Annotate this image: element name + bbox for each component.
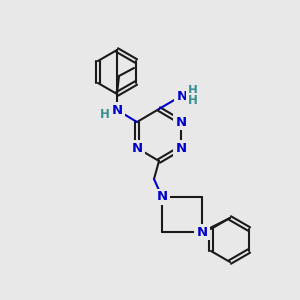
Text: N: N [176,142,187,154]
Text: H: H [188,94,198,107]
Text: N: N [176,89,188,103]
Text: N: N [131,142,142,154]
Text: N: N [111,103,123,116]
Text: N: N [196,226,208,238]
Text: H: H [188,85,198,98]
Text: H: H [100,109,110,122]
Text: N: N [156,190,168,203]
Text: N: N [176,116,187,128]
